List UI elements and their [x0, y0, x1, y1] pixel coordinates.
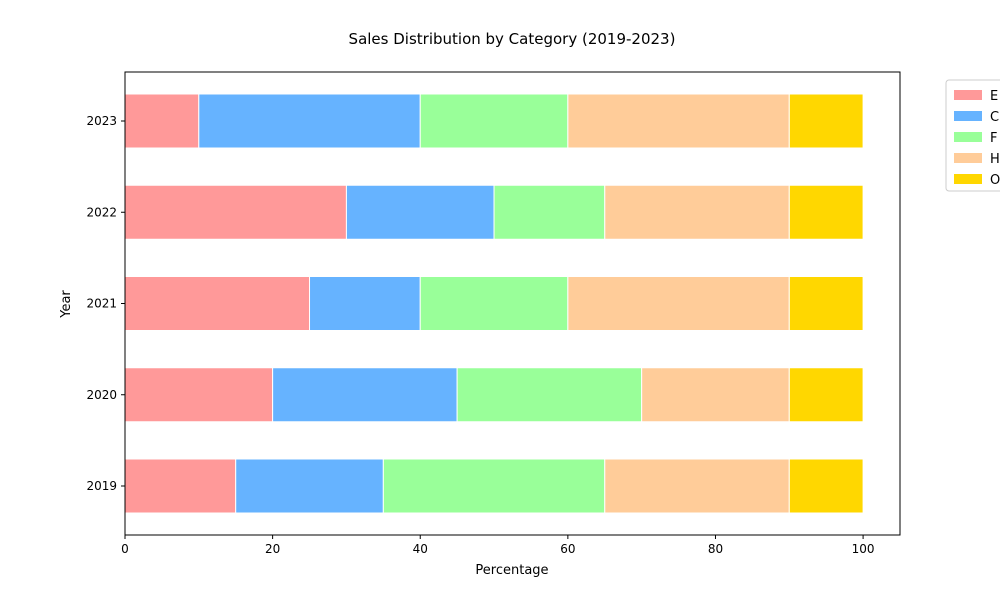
legend-label: E: [990, 89, 998, 104]
bar-2022-series-0: [124, 184, 347, 240]
x-tick-label: 40: [413, 542, 428, 556]
x-tick-label: 0: [121, 542, 129, 556]
bar-2021-series-0: [124, 276, 311, 331]
legend-label: F: [990, 131, 997, 146]
bar-2021-series-1: [309, 276, 421, 331]
bar-2021-series-2: [419, 276, 569, 331]
legend-swatch: [954, 132, 982, 142]
bar-2022-series-1: [345, 184, 495, 240]
bar-2019-series-3: [604, 458, 790, 514]
y-tick-label: 2023: [86, 114, 117, 128]
x-axis-ticks: 0 20 40 60 80 100: [121, 535, 875, 556]
bars-group: [124, 93, 864, 514]
bar-2020-series-3: [641, 367, 790, 423]
legend-label: H: [990, 152, 1000, 167]
bar-2020-series-4: [788, 367, 864, 423]
legend-label: C: [990, 110, 999, 125]
legend-swatch: [954, 174, 982, 184]
bar-2019-series-1: [235, 458, 384, 514]
bar-2021-series-3: [567, 276, 790, 331]
y-axis-ticks: 2019 2020 2021 2022 2023: [86, 114, 125, 493]
legend-label: O: [990, 173, 1000, 188]
bar-2020-series-0: [124, 367, 274, 423]
bar-2023-series-0: [124, 93, 200, 149]
bar-2023-series-2: [419, 93, 569, 149]
bar-2023-series-3: [567, 93, 790, 149]
y-tick-label: 2021: [86, 297, 117, 311]
bar-2020-series-2: [456, 367, 643, 423]
legend-swatch: [954, 111, 982, 121]
bar-2021-series-4: [788, 276, 864, 331]
bar-2022-series-4: [788, 184, 864, 240]
bar-2019-series-2: [382, 458, 606, 514]
x-tick-label: 80: [708, 542, 723, 556]
y-axis-label: Year: [59, 290, 74, 319]
legend-swatch: [954, 90, 982, 100]
y-tick-label: 2022: [86, 205, 117, 219]
bar-2019-series-0: [124, 458, 237, 514]
bar-2019-series-4: [788, 458, 864, 514]
x-axis-label: Percentage: [475, 563, 548, 578]
bar-2023-series-4: [788, 93, 864, 149]
x-tick-label: 60: [560, 542, 575, 556]
bar-2023-series-1: [198, 93, 421, 149]
bar-2020-series-1: [272, 367, 458, 423]
y-tick-label: 2019: [86, 479, 117, 493]
x-tick-label: 20: [265, 542, 280, 556]
chart-title: Sales Distribution by Category (2019-202…: [349, 30, 676, 48]
bar-2022-series-2: [493, 184, 606, 240]
x-tick-label: 100: [852, 542, 875, 556]
y-tick-label: 2020: [86, 388, 117, 402]
bar-2022-series-3: [604, 184, 790, 240]
legend-swatch: [954, 153, 982, 163]
